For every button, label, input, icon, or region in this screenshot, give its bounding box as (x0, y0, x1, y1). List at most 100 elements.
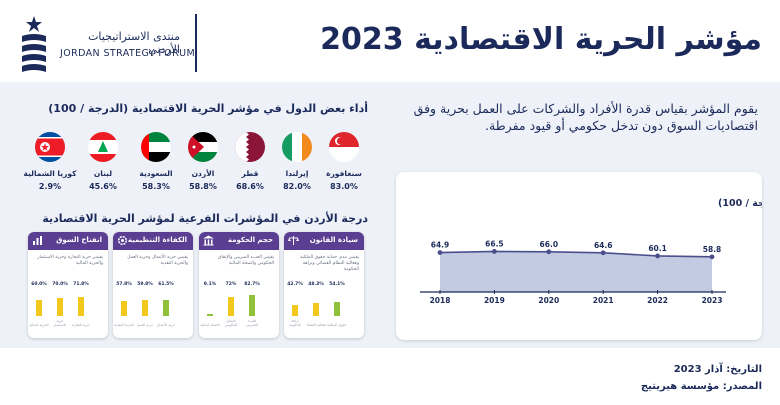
country-score: 68.6% (236, 182, 264, 191)
country-name: قطر (241, 169, 259, 178)
government-building-icon (203, 235, 214, 246)
footer-date: التاريخ: آذار 2023 (673, 364, 762, 375)
trend-x-label: 2021 (593, 296, 614, 305)
subindex-bars: 61.5% حرية الأعمال 59.8% حرية العمل 57.8% الح… (113, 282, 193, 328)
trend-point (437, 250, 443, 255)
trend-area (440, 251, 712, 292)
subindex-bar-label: العبء الضريبي (246, 319, 258, 327)
uae-flag-icon (141, 132, 171, 162)
subindex-card: حجم الحكومة يقيس العبء الضريبي والإنفاق ا… (199, 232, 279, 338)
subindex-value-label: 70.0% (52, 282, 68, 287)
subindex-card-title: انفتاح السوق (28, 232, 108, 250)
subindex-card-description: يقيس العبء الضريبي والإنفاق الحكومي والص… (218, 255, 274, 266)
countries-section-title: أداء بعض الدول في مؤشر الحرية الاقتصادية… (48, 102, 368, 115)
subindex-card-description: يقيس مدى حماية حقوق الملكية وفعالية النظ… (300, 255, 359, 272)
subindex-bars: 82.7% العبء الضريبي 72% الإنفاق الحكومي 9.1%… (199, 282, 279, 328)
footer-source: المصدر: مؤسسة هيريتيج (640, 381, 762, 392)
subindex-value-label: 9.1% (203, 282, 217, 287)
subindex-value-label: 60.0% (31, 282, 47, 287)
subindex-bars: 71.8% حرية التجارة 70.0% حرية الاستثمار 60.0… (28, 282, 108, 328)
subindex-value-label: 71.8% (73, 282, 89, 287)
trend-x-label: 2018 (430, 296, 451, 305)
country-name: الأردن (191, 169, 215, 178)
subindex-bar-label: فعالية القضاء (306, 323, 326, 327)
subindex-card-description: يقيس حرية الأعمال وحرية العمل والحرية ال… (127, 255, 188, 266)
trend-value-label: 66.0 (540, 240, 559, 249)
north-korea-flag-icon (35, 132, 65, 162)
logo-english-text: JORDAN STRATEGY FORUM (60, 48, 196, 59)
trend-value-label: 64.9 (431, 241, 450, 250)
subindex-bar (142, 300, 148, 316)
subindex-bar (78, 297, 84, 316)
subindex-bar (163, 300, 169, 316)
subindex-bar-label: حرية الاستثمار (53, 319, 67, 327)
jordan-flag-icon (188, 132, 218, 162)
subindex-card: سيادة القانون يقيس مدى حماية حقوق الملكية… (284, 232, 364, 338)
header: منتدى الاستراتيجيات الأردني JORDAN STRAT… (0, 0, 780, 82)
subindex-bar (228, 297, 234, 316)
subindex-bar-label: الحرية النقدية (114, 323, 134, 327)
subindex-value-label: 82.7% (244, 282, 260, 287)
subindex-bar (313, 303, 319, 316)
ireland-flag-icon (282, 132, 312, 162)
country-score: 45.6% (89, 182, 117, 191)
trend-point (655, 253, 660, 259)
country-score: 83.0% (330, 182, 358, 191)
subindex-bar-label: الحرية المالية (29, 323, 49, 327)
settings-icon (117, 235, 128, 246)
singapore-flag-icon (329, 132, 359, 162)
trend-value-label: 58.8 (703, 245, 722, 254)
subindex-section-title: درجة الأردن في المؤشرات الفرعية لمؤشر ال… (42, 212, 368, 225)
subindex-bar (249, 294, 255, 316)
subindex-value-label: 72% (225, 282, 237, 287)
subindex-card: انفتاح السوق يقيس حرية التجارة وحرية الاس… (28, 232, 108, 338)
trend-point (709, 254, 715, 260)
trend-point (492, 249, 497, 254)
subindex-bar-label: حرية العمل (136, 323, 154, 327)
subindex-bar (334, 301, 340, 316)
country-name: لبنان (93, 169, 113, 178)
subindex-bar-label: الإنفاق الحكومي (224, 319, 238, 327)
subindex-bar (36, 300, 42, 316)
subindex-value-label: 42.7% (287, 282, 303, 287)
trend-value-label: 64.6 (594, 241, 613, 250)
trend-chart-title: أداء الأردن في مؤشر الحرية الاقتصادية (ا… (718, 196, 762, 209)
country-name: سنغافورة (326, 169, 362, 178)
jordan-trend-chart: أداء الأردن في مؤشر الحرية الاقتصادية (ا… (420, 196, 780, 305)
subindex-bar (292, 304, 298, 316)
qatar-flag-icon (235, 132, 265, 162)
subindex-bars: 54.1% حقوق الملكية 48.3% فعالية القضاء 42.7%… (284, 282, 364, 328)
jsf-logo-icon (22, 16, 46, 72)
country-score: 2.9% (38, 182, 62, 191)
subindex-card-description: يقيس حرية التجارة وحرية الاستثمار والحري… (37, 255, 103, 266)
trend-value-label: 60.1 (648, 244, 667, 253)
subindex-bar (207, 313, 213, 316)
subindex-bar (57, 297, 63, 316)
subindex-value-label: 48.3% (308, 282, 324, 287)
subindex-bar (121, 300, 127, 316)
chart-icon (33, 236, 42, 245)
subindex-value-label: 54.1% (329, 282, 345, 287)
trend-value-label: 66.5 (485, 239, 504, 248)
subindex-card: الكفاءة التنظيمية يقيس حرية الأعمال وحرية… (113, 232, 193, 338)
subindex-bar-label: حقوق الملكية (327, 323, 347, 327)
subindex-bar-label: حرية الأعمال (156, 323, 176, 327)
index-description: يقوم المؤشر بقياس قدرة الأفراد والشركات … (413, 101, 758, 133)
trend-x-label: 2019 (484, 296, 505, 305)
trend-line (439, 250, 713, 258)
country-name: إيرلندا (285, 169, 309, 178)
trend-x-label: 2022 (647, 296, 668, 305)
country-score: 82.0% (283, 182, 311, 191)
subindex-card-title: حجم الحكومة (199, 232, 279, 250)
trend-x-label: 2023 (702, 296, 723, 305)
subindex-card-title: الكفاءة التنظيمية (113, 232, 193, 250)
header-divider (195, 14, 197, 72)
trend-point (546, 249, 552, 255)
trend-point (600, 250, 606, 256)
subindex-bar-label: حرية التجارة (71, 323, 90, 327)
scales-icon (288, 236, 299, 245)
page-title: مؤشر الحرية الاقتصادية 2023 (320, 22, 762, 57)
subindex-bar-label: الصحة المالية (200, 323, 220, 327)
subindex-bar-label: نزاهة الحكومة (289, 319, 301, 327)
subindex-value-label: 57.8% (116, 282, 132, 287)
